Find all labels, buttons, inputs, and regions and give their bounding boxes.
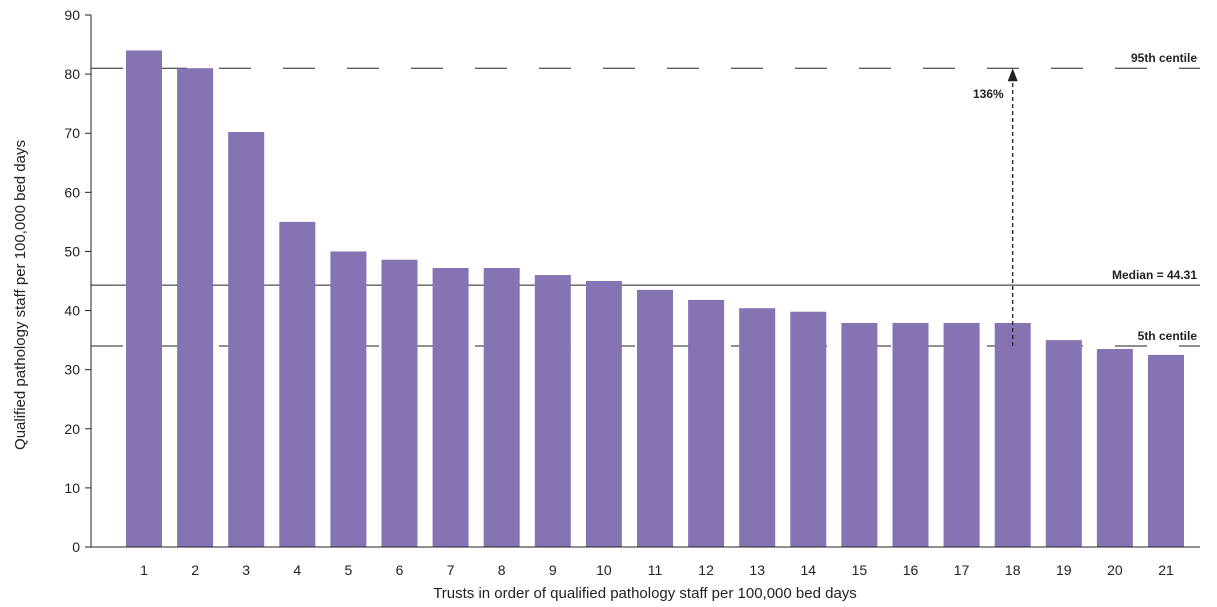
annotation-group: 136% — [973, 68, 1018, 347]
y-tick-label: 10 — [64, 480, 80, 496]
bar — [688, 299, 725, 547]
x-tick-label: 6 — [396, 562, 404, 578]
x-tick-label: 11 — [648, 562, 663, 578]
bar — [279, 221, 316, 547]
x-tick-label: 16 — [903, 562, 919, 578]
reference-line-label: 5th centile — [1138, 329, 1198, 343]
bar — [585, 281, 622, 547]
bar — [790, 311, 827, 547]
bar — [1096, 348, 1133, 547]
x-tick-label: 18 — [1005, 562, 1021, 578]
x-tick-label: 21 — [1158, 562, 1174, 578]
bar — [943, 322, 980, 547]
x-tick-label: 3 — [242, 562, 250, 578]
reference-line-label: 95th centile — [1131, 51, 1197, 65]
x-tick-label: 15 — [852, 562, 868, 578]
x-tick-label: 9 — [549, 562, 557, 578]
bar — [994, 322, 1031, 547]
x-tick-label: 14 — [801, 562, 817, 578]
bar — [126, 50, 162, 547]
bar — [228, 132, 265, 548]
x-tick-label: 8 — [498, 562, 506, 578]
x-tick-label: 13 — [749, 562, 765, 578]
y-tick-label: 80 — [64, 66, 80, 82]
bar — [432, 267, 469, 547]
y-tick-label: 30 — [64, 362, 80, 378]
x-axis-title: Trusts in order of qualified pathology s… — [433, 585, 857, 602]
annotation-label: 136% — [973, 87, 1004, 101]
y-ticks-group: 0 10 20 30 40 50 60 70 80 90 — [64, 7, 91, 555]
y-tick-label: 90 — [64, 7, 80, 23]
x-tick-label: 12 — [698, 562, 714, 578]
y-tick-label: 0 — [72, 539, 80, 555]
x-tick-label: 20 — [1107, 562, 1123, 578]
x-tick-label: 19 — [1056, 562, 1072, 578]
y-tick-label: 60 — [64, 184, 80, 200]
bar — [841, 322, 878, 547]
bars-group — [126, 50, 1184, 548]
bar — [637, 289, 673, 547]
x-tick-label: 17 — [954, 562, 970, 578]
bar — [177, 68, 214, 547]
x-tick-label: 1 — [140, 562, 148, 578]
axes-group — [90, 15, 1200, 548]
x-tick-label: 10 — [596, 562, 612, 578]
y-axis-title: Qualified pathology staff per 100,000 be… — [12, 140, 29, 450]
x-tick-label: 5 — [345, 562, 353, 578]
y-tick-label: 40 — [64, 303, 80, 319]
y-tick-label: 20 — [64, 421, 80, 437]
bar — [739, 308, 776, 547]
x-tick-label: 4 — [293, 562, 301, 578]
y-tick-label: 50 — [64, 243, 80, 259]
x-tick-label: 7 — [447, 562, 455, 578]
x-ticks-group: 1 2 3 4 5 6 7 8 9 10 11 12 13 14 15 16 17 18 19 20 21 — [140, 562, 1174, 578]
bar — [1148, 354, 1184, 547]
y-tick-label: 70 — [64, 125, 80, 141]
bar — [381, 259, 418, 547]
bar — [534, 275, 571, 547]
bar — [1045, 340, 1082, 547]
x-tick-label: 2 — [191, 562, 199, 578]
bar — [330, 251, 367, 547]
reference-line-label: Median = 44.31 — [1112, 268, 1197, 282]
bar — [483, 267, 520, 547]
bar — [892, 322, 929, 547]
annotation-arrowhead — [1007, 68, 1018, 82]
